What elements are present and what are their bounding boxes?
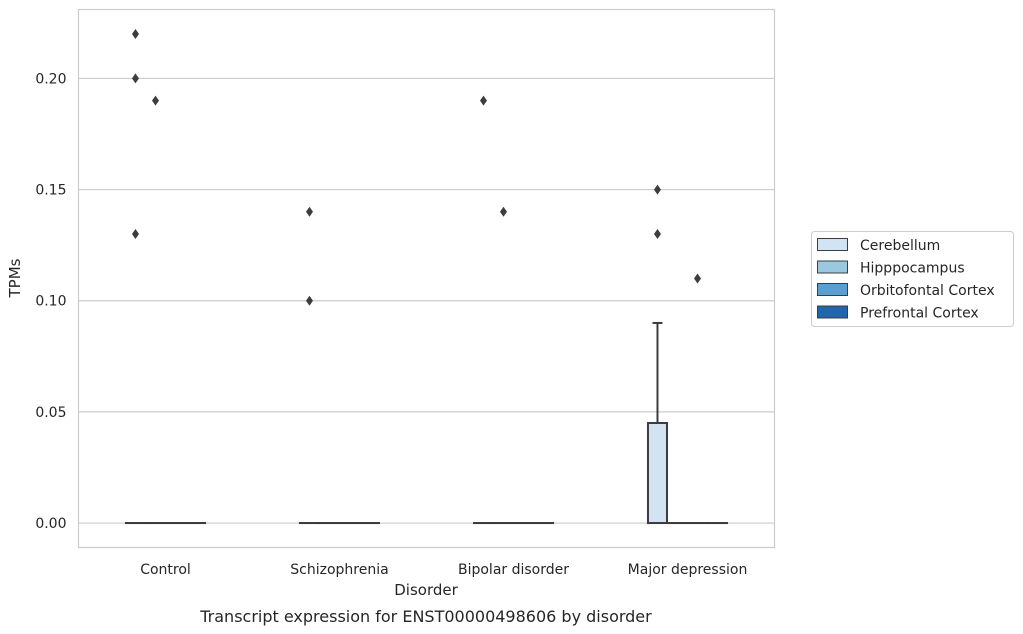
outlier-point xyxy=(305,206,313,217)
legend-label: Hipppocampus xyxy=(860,261,965,277)
outlier-point xyxy=(653,184,661,195)
outlier-point xyxy=(653,229,661,240)
legend-label: Cerebellum xyxy=(860,238,940,254)
legend-frame xyxy=(811,231,1014,327)
x-tick-labels: Control Schizophrenia Bipolar disorder Majo… xyxy=(140,562,747,578)
y-tick-labels: 0.00 0.05 0.10 0.15 0.20 xyxy=(35,71,66,532)
outlier-point xyxy=(131,73,139,84)
legend-swatch xyxy=(817,238,848,251)
outlier-point xyxy=(131,28,139,39)
x-tick-label: Control xyxy=(140,562,191,578)
y-tick-label: 0.10 xyxy=(35,294,66,310)
x-tick-label: Schizophrenia xyxy=(290,562,388,578)
outlier-point xyxy=(151,95,159,106)
outlier-point xyxy=(305,295,313,306)
legend-label: Orbitofontal Cortex xyxy=(860,283,995,299)
x-axis-label: Disorder xyxy=(394,581,458,599)
legend-label: Prefrontal Cortex xyxy=(860,306,979,322)
y-tick-label: 0.05 xyxy=(35,405,66,421)
legend: Cerebellum Hipppocampus Orbitofontal Corte… xyxy=(811,231,1014,327)
outlier-point xyxy=(694,273,702,284)
y-tick-label: 0.00 xyxy=(35,516,66,532)
legend-swatch xyxy=(817,305,848,319)
legend-swatch xyxy=(817,283,848,296)
x-tick-label: Bipolar disorder xyxy=(458,562,569,578)
plot-frame xyxy=(77,8,776,549)
x-tick-label: Major depression xyxy=(628,562,748,578)
y-tick-label: 0.15 xyxy=(35,183,66,199)
grid-lines xyxy=(78,77,775,524)
y-tick-label: 0.20 xyxy=(35,71,66,87)
outlier-point xyxy=(131,229,139,240)
outlier-point xyxy=(499,206,507,217)
outlier-point xyxy=(479,95,487,106)
chart-caption: Transcript expression for ENST0000049860… xyxy=(199,607,652,626)
outlier-points xyxy=(131,28,702,306)
legend-swatch xyxy=(817,260,848,274)
boxes xyxy=(124,321,729,525)
y-axis-label: TPMs xyxy=(6,258,24,298)
box-cerebellum xyxy=(646,321,668,525)
box xyxy=(646,422,668,525)
